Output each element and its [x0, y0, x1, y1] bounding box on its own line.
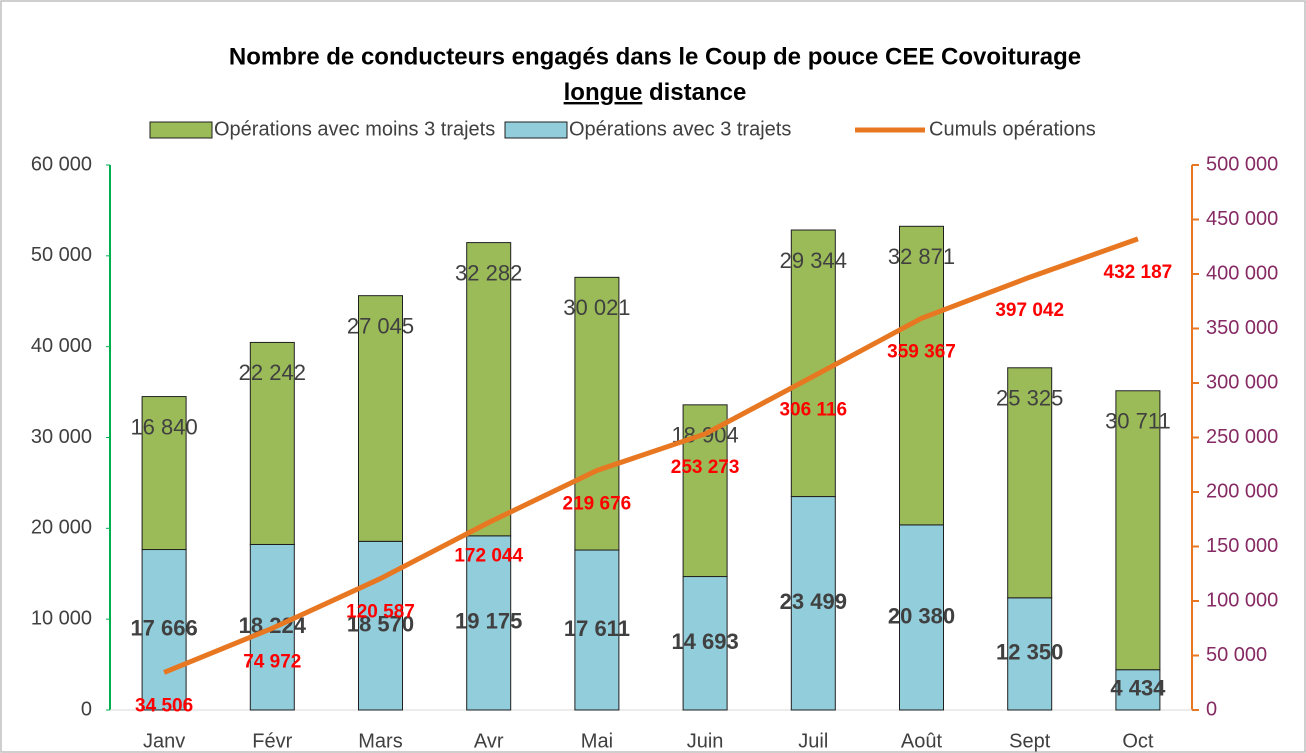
data-label: 27 045 — [347, 313, 414, 338]
y-tick-label: 30 000 — [31, 426, 92, 448]
legend-label: Opérations avec moins 3 trajets — [214, 118, 495, 140]
bar — [1007, 597, 1053, 711]
y2-tick-label: 300 000 — [1206, 371, 1278, 393]
y2-tick-label: 100 000 — [1206, 589, 1278, 611]
bar — [1115, 390, 1161, 671]
y2-tick-label: 350 000 — [1206, 317, 1278, 339]
bar — [141, 396, 187, 551]
x-tick-label: Juil — [798, 730, 828, 752]
bar — [141, 549, 187, 711]
data-label: 219 676 — [563, 494, 632, 515]
x-tick-label: Janv — [143, 730, 185, 752]
bar — [574, 549, 620, 711]
data-label: 18 570 — [347, 611, 414, 636]
data-label: 253 273 — [671, 457, 740, 478]
y2-tick-label: 500 000 — [1206, 153, 1278, 175]
bar — [574, 276, 620, 551]
data-label: 22 242 — [239, 360, 306, 385]
data-label: 19 175 — [455, 609, 522, 634]
y2-tick-label: 50 000 — [1206, 644, 1267, 666]
x-tick-label: Août — [901, 730, 943, 752]
data-label: 12 350 — [996, 640, 1063, 665]
y-tick-label: 10 000 — [31, 607, 92, 629]
bar — [682, 576, 728, 711]
y2-tick-label: 150 000 — [1206, 535, 1278, 557]
data-label: 16 840 — [130, 414, 197, 439]
data-label: 32 282 — [455, 260, 522, 285]
y-tick-label: 20 000 — [31, 517, 92, 539]
x-tick-label: Oct — [1122, 730, 1154, 752]
data-label: 306 116 — [779, 399, 847, 420]
y-tick-label: 50 000 — [31, 244, 92, 266]
y-tick-label: 40 000 — [31, 335, 92, 357]
y2-tick-label: 0 — [1206, 698, 1217, 720]
chart-title: Nombre de conducteurs engagés dans le Co… — [229, 43, 1081, 70]
x-tick-label: Mai — [581, 730, 613, 752]
data-label: 30 021 — [563, 295, 630, 320]
data-label: 20 380 — [888, 603, 955, 628]
y2-tick-label: 400 000 — [1206, 262, 1278, 284]
bar — [1007, 367, 1053, 599]
title-rest: distance — [649, 79, 746, 106]
data-label: 17 611 — [564, 616, 630, 641]
data-label: 397 042 — [995, 300, 1064, 321]
x-tick-label: Juin — [687, 730, 724, 752]
data-label: 172 044 — [454, 545, 523, 566]
y2-tick-label: 250 000 — [1206, 426, 1278, 448]
bar — [790, 229, 836, 498]
y2-tick-label: 200 000 — [1206, 480, 1278, 502]
bar — [249, 341, 295, 545]
data-label: 4 434 — [1110, 676, 1166, 701]
title-underlined: longue — [564, 79, 643, 106]
data-label: 25 325 — [996, 386, 1063, 411]
y2-tick-label: 450 000 — [1206, 208, 1278, 230]
bar — [466, 535, 512, 711]
x-tick-label: Mars — [358, 730, 402, 752]
legend-swatch — [504, 121, 568, 139]
data-label: 17 666 — [130, 616, 197, 641]
bar — [790, 496, 836, 711]
legend-label: Opérations avec 3 trajets — [569, 118, 791, 140]
data-label: 120 587 — [346, 602, 415, 623]
bar — [899, 524, 944, 711]
data-label: 34 506 — [135, 695, 193, 716]
bar — [466, 242, 512, 537]
y-tick-label: 0 — [81, 698, 92, 720]
legend-swatch — [149, 121, 213, 139]
data-label: 30 711 — [1105, 409, 1171, 434]
data-label: 29 344 — [780, 248, 847, 273]
data-label: 359 367 — [887, 341, 956, 362]
data-label: 432 187 — [1104, 262, 1173, 283]
data-label: 23 499 — [780, 589, 847, 614]
legend-label: Cumuls opérations — [929, 118, 1096, 140]
bar — [358, 295, 403, 542]
data-label: 32 871 — [888, 244, 955, 269]
bar — [899, 225, 944, 526]
line — [163, 236, 1139, 675]
x-tick-label: Févr — [252, 730, 292, 752]
bar — [1115, 669, 1161, 711]
data-label: 74 972 — [243, 651, 301, 672]
data-label: 14 693 — [671, 629, 738, 654]
chart-title-line2: longue distance — [564, 79, 747, 106]
y-tick-label: 60 000 — [31, 153, 92, 175]
x-tick-label: Sept — [1009, 730, 1051, 752]
x-tick-label: Avr — [474, 730, 504, 752]
